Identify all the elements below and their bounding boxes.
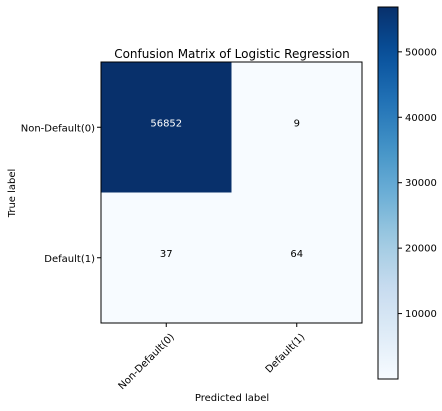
matrix-cell-r0-c1 bbox=[231, 62, 362, 193]
y-tick-label: Default(1) bbox=[44, 254, 95, 265]
colorbar-tick-label: 10000 bbox=[405, 309, 437, 320]
matrix-cells bbox=[101, 62, 362, 323]
colorbar bbox=[377, 6, 399, 380]
cell-value-r0-c0: 56852 bbox=[150, 118, 182, 129]
cell-value-r1-c0: 37 bbox=[160, 249, 173, 260]
matrix-cell-r1-c0 bbox=[101, 192, 232, 323]
colorbar-tick-label: 50000 bbox=[405, 47, 437, 58]
y-axis-label: True label bbox=[7, 169, 18, 219]
x-axis-label: Predicted label bbox=[195, 393, 269, 404]
y-axis-ticks: Non-Default(0) Default(1) bbox=[21, 123, 101, 265]
colorbar-tick-label: 20000 bbox=[405, 244, 437, 255]
colorbar-ticks: 10000 20000 30000 40000 50000 bbox=[398, 47, 437, 320]
plot-frame bbox=[100, 61, 363, 324]
colorbar-tick-label: 30000 bbox=[405, 178, 437, 189]
cell-value-r0-c1: 9 bbox=[294, 118, 300, 129]
y-tick-label: Non-Default(0) bbox=[21, 123, 95, 134]
cell-value-r1-c1: 64 bbox=[290, 249, 303, 260]
matrix-cell-r0-c0 bbox=[101, 62, 232, 193]
colorbar-tick-label: 40000 bbox=[405, 113, 437, 124]
matrix-cell-labels: 56852 9 37 64 bbox=[150, 118, 303, 260]
chart-title: Confusion Matrix of Logistic Regression bbox=[114, 47, 350, 61]
matrix-cell-r1-c1 bbox=[231, 192, 362, 323]
